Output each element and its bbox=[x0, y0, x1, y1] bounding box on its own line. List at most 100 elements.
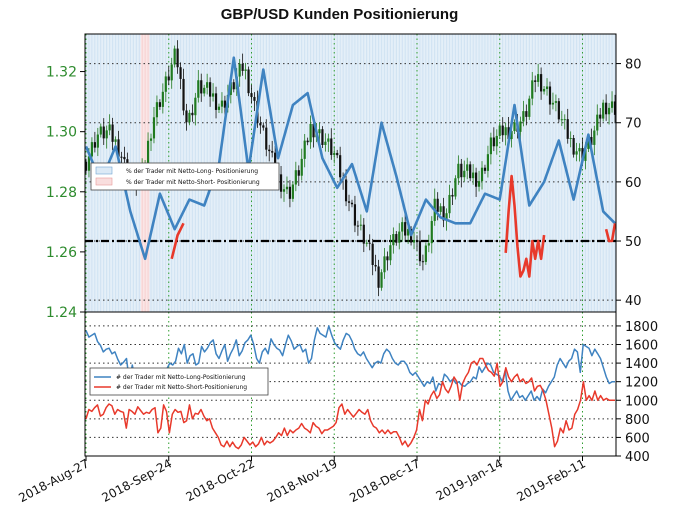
price-candle-body bbox=[347, 201, 351, 203]
price-candle-body bbox=[380, 272, 383, 288]
price-candle-body bbox=[297, 170, 300, 176]
bottom-right-axis-tick-label: 1600 bbox=[625, 339, 658, 354]
price-candle-body bbox=[587, 137, 590, 149]
top-right-axis-tick-label: 60 bbox=[625, 176, 642, 191]
price-candle-body bbox=[401, 222, 404, 232]
price-candle-body bbox=[203, 87, 206, 94]
price-candle-body bbox=[418, 240, 422, 262]
x-axis-tick-label: 2018-Aug-27 bbox=[16, 456, 91, 505]
price-candle-body bbox=[117, 139, 120, 157]
bottom-lines bbox=[85, 325, 615, 450]
price-candle-body bbox=[445, 213, 448, 221]
price-candle-body bbox=[123, 156, 126, 160]
price-candle-body bbox=[551, 102, 555, 105]
price-candle-body bbox=[545, 86, 549, 89]
bottom-right-axis-tick-label: 400 bbox=[625, 450, 650, 465]
price-candle-body bbox=[155, 102, 159, 118]
price-candle-body bbox=[560, 119, 563, 121]
price-candle-body bbox=[472, 172, 475, 179]
bottom-legend: # der Trader mit Netto-Long-Positionieru… bbox=[89, 367, 269, 396]
x-axis-tick-label: 2018-Oct-22 bbox=[184, 456, 257, 504]
price-candle-body bbox=[569, 138, 572, 140]
price-candle-body bbox=[247, 69, 250, 94]
top-grid bbox=[85, 34, 616, 312]
price-candle-body bbox=[217, 106, 221, 110]
price-candle-body bbox=[610, 101, 614, 108]
price-candle-body bbox=[206, 82, 209, 88]
price-candle-body bbox=[575, 151, 578, 155]
left-axis-tick-label: 1.26 bbox=[46, 245, 77, 261]
price-candle-body bbox=[87, 156, 91, 171]
price-candle-body bbox=[442, 206, 445, 221]
price-candle-body bbox=[522, 111, 525, 122]
price-candle-body bbox=[480, 167, 484, 182]
price-candle-body bbox=[590, 137, 593, 145]
price-candle-body bbox=[486, 154, 490, 171]
price-candle-body bbox=[191, 112, 194, 116]
price-candle-body bbox=[214, 93, 218, 110]
price-candle-body bbox=[344, 179, 348, 202]
price-candle-body bbox=[463, 170, 466, 178]
bottom-right-axis-tick-label: 1200 bbox=[625, 376, 658, 391]
price-candle-body bbox=[268, 149, 271, 152]
legend-long-swatch bbox=[95, 166, 113, 175]
price-candle-body bbox=[525, 111, 528, 117]
price-candle-body bbox=[392, 234, 395, 246]
short-count-line bbox=[85, 357, 615, 450]
price-candle-body bbox=[466, 164, 469, 171]
price-candle-body bbox=[265, 127, 268, 150]
price-candle-body bbox=[220, 100, 224, 107]
price-candle-body bbox=[495, 135, 498, 147]
bottom-right-axis-tick-label: 800 bbox=[625, 413, 650, 428]
price-candle-body bbox=[161, 91, 164, 107]
price-candle-body bbox=[607, 107, 611, 115]
price-candle-body bbox=[285, 186, 289, 190]
price-candle-body bbox=[563, 119, 566, 121]
price-candle-body bbox=[120, 156, 123, 158]
short-pct-line bbox=[604, 223, 616, 243]
price-candle-body bbox=[374, 265, 377, 267]
price-candle-body bbox=[540, 74, 543, 92]
price-candle-body bbox=[262, 125, 265, 128]
price-candle-body bbox=[339, 155, 342, 178]
chart-title: GBP/USD Kunden Positionierung bbox=[220, 6, 459, 23]
price-candle-body bbox=[309, 123, 312, 143]
price-candle-body bbox=[489, 137, 492, 155]
left-axis-tick-label: 1.28 bbox=[46, 185, 77, 201]
price-candle-body bbox=[197, 80, 200, 98]
price-candle-body bbox=[451, 194, 454, 197]
price-candle-body bbox=[173, 48, 176, 65]
price-candle-body bbox=[504, 127, 507, 136]
x-axis-tick-label: 2018-Dec-17 bbox=[347, 456, 422, 505]
price-candle-body bbox=[108, 124, 111, 131]
price-candle-body bbox=[430, 220, 433, 244]
price-candle-body bbox=[244, 69, 247, 71]
price-candle-body bbox=[537, 74, 540, 82]
price-candle-body bbox=[572, 138, 575, 155]
price-candle-body bbox=[300, 158, 303, 176]
price-candle-body bbox=[548, 86, 552, 105]
price-candle-body bbox=[179, 67, 182, 79]
x-axis-tick-label: 2019-Feb-11 bbox=[514, 456, 587, 504]
price-candle-body bbox=[448, 194, 451, 214]
bottom-right-axis-tick-label: 1800 bbox=[625, 320, 658, 335]
price-candle-body bbox=[90, 142, 94, 157]
price-candle-body bbox=[605, 102, 608, 115]
price-candle-body bbox=[294, 170, 297, 185]
top-lines bbox=[85, 56, 616, 278]
price-candle-body bbox=[404, 222, 407, 236]
price-candle-body bbox=[209, 82, 212, 97]
price-candle-body bbox=[395, 234, 398, 243]
top-right-axis-tick-label: 80 bbox=[625, 58, 642, 73]
price-candle-body bbox=[353, 204, 357, 226]
legend-short-count-label: # der Trader mit Netto-Short-Positionier… bbox=[116, 384, 247, 391]
price-candle-body bbox=[581, 148, 584, 161]
price-candle-body bbox=[99, 126, 102, 135]
top-right-axis-tick-label: 40 bbox=[625, 294, 642, 309]
price-candle-body bbox=[211, 93, 215, 97]
price-candle-body bbox=[454, 178, 457, 197]
price-candle-body bbox=[477, 181, 481, 187]
price-candle-body bbox=[362, 224, 365, 244]
short-pct-line bbox=[170, 222, 185, 260]
